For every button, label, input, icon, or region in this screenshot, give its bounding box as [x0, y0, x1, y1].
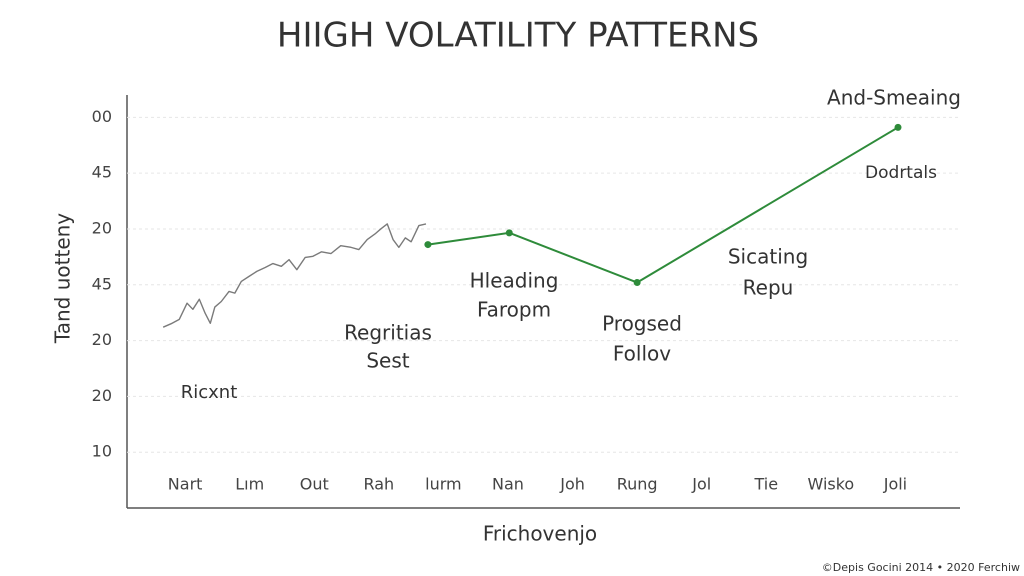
- y-tick-label: 20: [92, 218, 112, 237]
- x-tick-label: Jol: [691, 475, 711, 494]
- annotation: Ricxnt: [181, 382, 238, 403]
- chart-title: HIIGH VOLATILITY PATTERNS: [277, 16, 759, 56]
- annotation: Repu: [743, 276, 794, 300]
- x-tick-label: Joh: [559, 475, 585, 494]
- y-tick-label: 00: [92, 107, 112, 126]
- x-tick-label: Wisko: [807, 475, 854, 494]
- y-axis-label: Tand uotteny: [51, 213, 75, 344]
- point: [424, 241, 432, 249]
- x-tick-label: Rung: [617, 475, 658, 494]
- x-tick-label: Lım: [235, 475, 264, 494]
- line: [162, 223, 427, 328]
- annotation: And-Smeaing: [827, 86, 961, 110]
- point: [505, 229, 513, 237]
- x-tick-label: Nart: [168, 475, 203, 494]
- annotation: Follov: [613, 342, 671, 366]
- y-tick-label: 45: [92, 274, 112, 293]
- x-tick-label: Joli: [883, 475, 907, 494]
- annotation: Sicating: [728, 245, 808, 269]
- annotation: Sest: [366, 349, 409, 373]
- x-tick-label: Nan: [492, 475, 524, 494]
- line: [427, 126, 899, 284]
- x-tick-label: lurm: [425, 475, 461, 494]
- x-tick-label: Out: [300, 475, 329, 494]
- annotation: Regritias: [344, 321, 432, 345]
- point: [894, 123, 902, 131]
- x-tick-label: Rah: [363, 475, 394, 494]
- annotation: Hleading: [470, 269, 559, 293]
- annotation: Dodrtals: [865, 163, 937, 183]
- footer: ©Depis Gocini 2014 • 2020 Ferchiw: [822, 561, 1020, 574]
- point: [633, 279, 641, 287]
- x-tick-label: Tie: [753, 475, 778, 494]
- y-tick-label: 45: [92, 163, 112, 182]
- annotation: Faropm: [477, 298, 551, 322]
- y-tick-label: 20: [92, 386, 112, 405]
- annotation: Progsed: [602, 312, 682, 336]
- y-tick-label: 10: [92, 442, 112, 461]
- y-tick-label: 20: [92, 330, 112, 349]
- x-axis-label: Frichovenjo: [483, 522, 597, 546]
